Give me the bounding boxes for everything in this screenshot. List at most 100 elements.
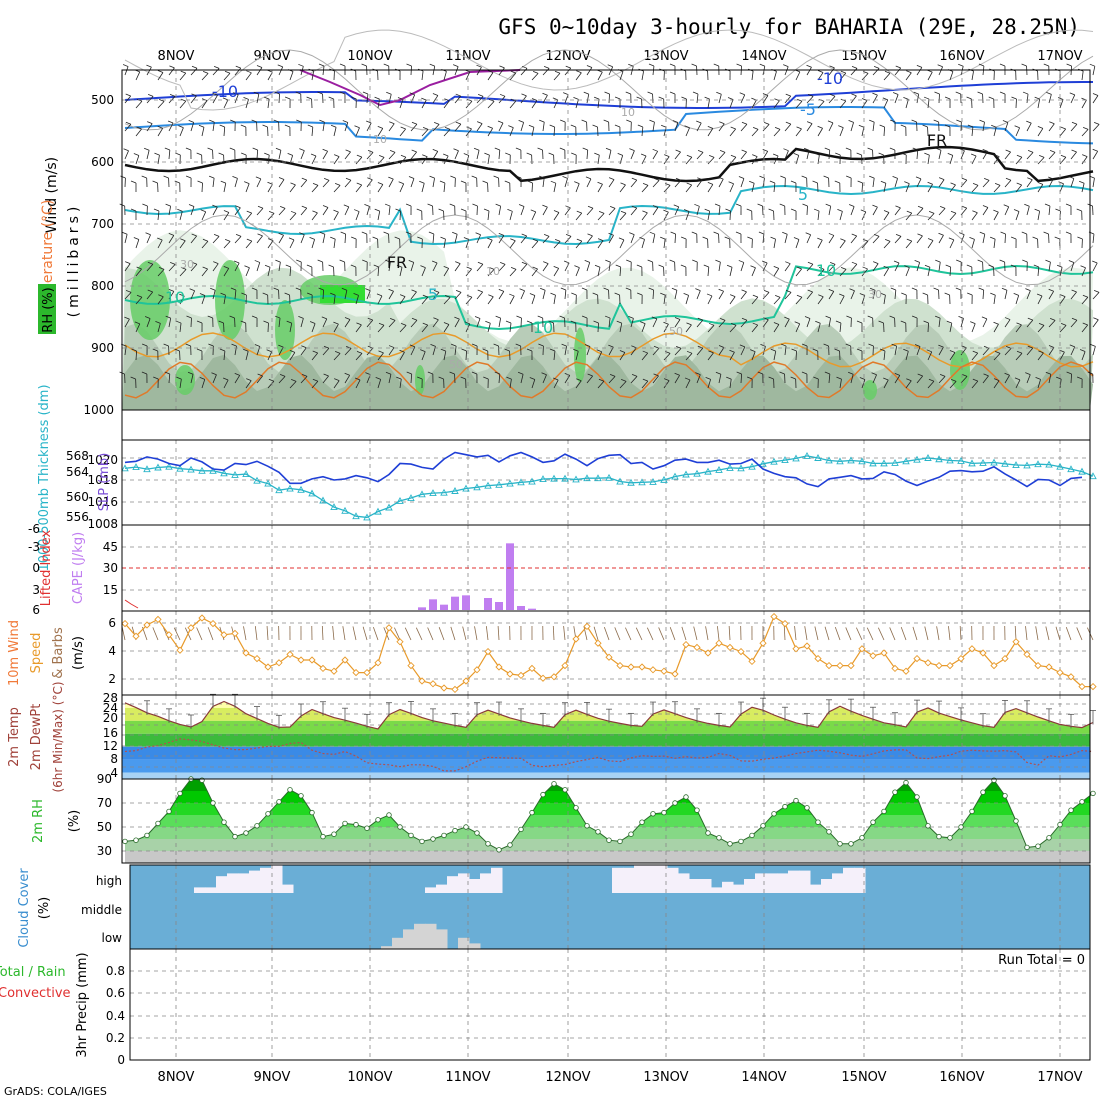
wind-barb-flag (793, 153, 799, 156)
wind-barb (619, 266, 622, 277)
wind-barb-flag (201, 98, 208, 101)
wind-barb (938, 179, 945, 188)
wind-barb (1015, 295, 1020, 305)
wind-barb (432, 151, 439, 160)
wind-barb (696, 94, 699, 104)
wind10-label-3: & Barbs (51, 627, 66, 679)
tick-label: 556 (66, 510, 89, 524)
wind-barb-flag (911, 315, 918, 319)
wind-barb-flag (1071, 317, 1078, 321)
rh-point (342, 820, 348, 827)
thickness-point (242, 470, 250, 478)
wind-barb (377, 325, 385, 333)
wind-barb-flag (519, 288, 525, 292)
wind-barb (740, 178, 745, 188)
wind-barb (938, 66, 944, 76)
wind-barb-flag (399, 294, 406, 297)
rh-point (881, 808, 887, 815)
wind-barb-flag (312, 350, 318, 354)
wind-barb (201, 127, 205, 137)
wind-barb-flag (670, 231, 676, 235)
wind-barb (641, 155, 647, 165)
rh-point (617, 838, 623, 845)
wind-barb (883, 295, 886, 305)
wind-barb (1070, 262, 1075, 272)
wind-barb-flag (416, 208, 422, 212)
wind-barb-flag (301, 345, 307, 349)
wind-barb-flag (254, 260, 260, 263)
wind-barb-flag (608, 177, 615, 180)
rh-point (463, 824, 469, 830)
wind-barb (938, 376, 946, 384)
wind10-point (847, 661, 855, 670)
wind-barb-flag (587, 233, 593, 237)
tick-label: 0 (117, 1053, 125, 1067)
wind-barb-flag (1048, 176, 1054, 180)
wind-barb (575, 72, 582, 81)
wind-barb (828, 67, 835, 76)
wind10-barb (497, 626, 500, 641)
wind-barb-flag (1082, 154, 1088, 158)
wind-barb-flag (209, 119, 215, 123)
wind-barb-flag (429, 175, 435, 179)
wind-barb (553, 241, 561, 249)
wind-barb-flag (845, 175, 852, 179)
wind-barb (366, 290, 371, 300)
wind-barb-flag (202, 71, 209, 74)
wind-barb (146, 66, 152, 76)
wind-barb-flag (697, 177, 703, 181)
rh-point (738, 838, 744, 845)
wind-barb-flag (367, 149, 374, 153)
contour-label: 10 (816, 261, 836, 280)
wind-barb (432, 178, 435, 188)
cloud-high-bar (634, 865, 646, 893)
wind-barb (795, 101, 803, 109)
wind-barb-flag (1068, 260, 1074, 263)
wind-barb (223, 241, 231, 249)
wind-barb (344, 348, 352, 356)
wind-barb-flag (1077, 236, 1083, 240)
wind-barb (157, 269, 165, 277)
wind-barb-flag (782, 231, 788, 235)
wind-barb-flag (900, 320, 906, 324)
rh-point (133, 837, 139, 843)
wind-barb (355, 156, 363, 165)
wind-barb (1081, 71, 1084, 81)
wind-barb-flag (1046, 91, 1052, 95)
wind-barb-flag (504, 348, 510, 352)
wind-barb-flag (649, 231, 655, 235)
wind-barb (872, 263, 879, 272)
rh-point (353, 821, 359, 828)
wind-barb-flag (825, 203, 831, 207)
wind-barb-flag (906, 238, 912, 242)
wind-barb-flag (1093, 122, 1100, 125)
wind-barb-flag (330, 292, 336, 296)
rh-point (749, 832, 755, 839)
wind-barb (630, 66, 634, 76)
wind10-point (429, 680, 437, 688)
wind-barb-flag (686, 350, 693, 354)
thickness-point (968, 459, 976, 467)
wind-barb-flag (339, 259, 345, 263)
wind-barb (828, 149, 831, 160)
wind-barb-flag (286, 320, 292, 324)
wind-barb (641, 212, 648, 221)
wind-barb-flag (377, 125, 383, 129)
wind-barb-flag (210, 287, 216, 291)
cloud-high-bar (282, 884, 294, 893)
wind-barb-flag (372, 236, 378, 240)
wind-barb-flag (431, 260, 438, 264)
wind-barb-flag (947, 153, 953, 156)
wind-barb-flag (829, 65, 835, 69)
wind-barb-flag (828, 233, 835, 236)
wind-barb (487, 101, 495, 109)
wind-barb (498, 374, 501, 384)
wind-barb-flag (515, 147, 522, 151)
tick-label: 800 (91, 279, 114, 293)
wind-barb-flag (708, 322, 715, 326)
wind-barb-flag (704, 208, 710, 212)
wind-barb (993, 353, 1001, 361)
wind-barb (443, 268, 450, 277)
wind10-point (572, 635, 580, 643)
wind-barb (872, 236, 880, 244)
